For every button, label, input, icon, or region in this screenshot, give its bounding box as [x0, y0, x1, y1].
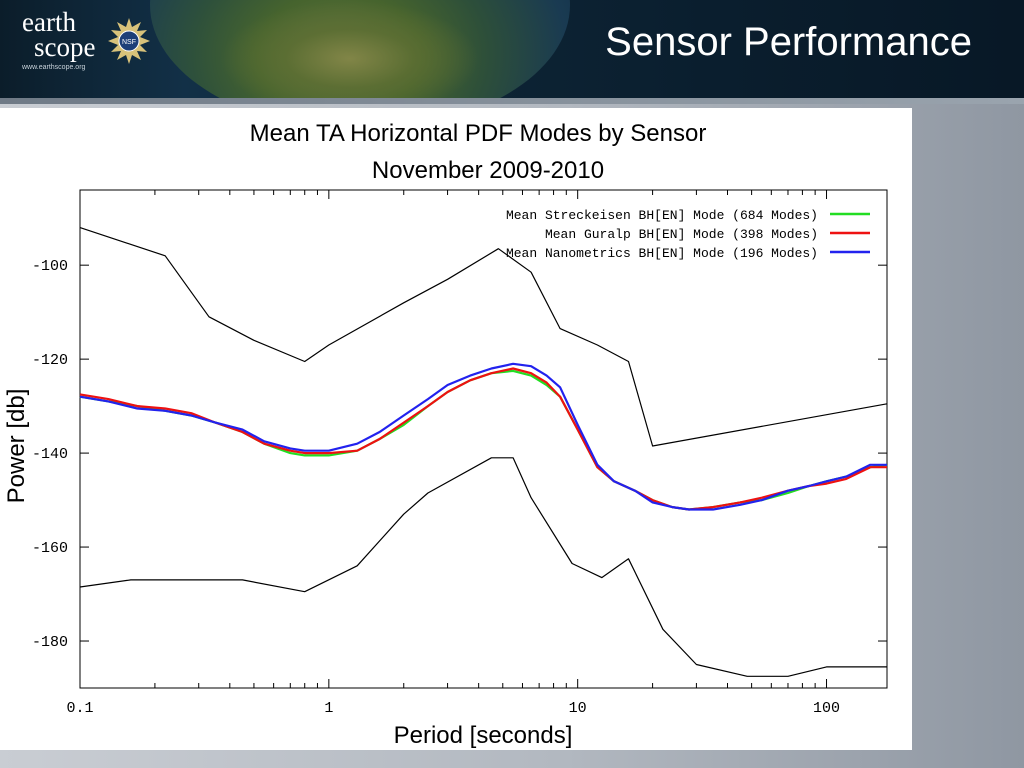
x-axis-label: Period [seconds]: [394, 722, 573, 749]
legend: Mean Streckeisen BH[EN] Mode (684 Modes)…: [506, 208, 870, 261]
series-lines: [79, 227, 888, 677]
y-tick-label: -140: [32, 446, 68, 463]
legend-nanometrics-label: Mean Nanometrics BH[EN] Mode (196 Modes): [506, 246, 818, 261]
map-overlay: [220, 0, 480, 98]
streckeisen-line: [79, 369, 888, 511]
upper-bound-line: [79, 227, 888, 447]
y-tick-label: -100: [32, 258, 68, 275]
nsf-label: NSF: [122, 39, 136, 46]
chart-subtitle: November 2009-2010: [372, 157, 604, 184]
chart-title: Mean TA Horizontal PDF Modes by Sensor: [250, 120, 707, 147]
logo-line2: scope: [34, 32, 96, 62]
y-tick-label: -120: [32, 352, 68, 369]
legend-streckeisen-label: Mean Streckeisen BH[EN] Mode (684 Modes): [506, 208, 818, 223]
nsf-seal-icon: NSF: [108, 18, 150, 64]
x-tick-label: 0.1: [66, 700, 93, 717]
earthscope-logo: earth scope: [22, 7, 96, 62]
logo-url: www.earthscope.org: [22, 64, 86, 71]
y-tick-label: -180: [32, 634, 68, 651]
page-title: Sensor Performance: [605, 20, 972, 64]
legend-guralp-label: Mean Guralp BH[EN] Mode (398 Modes): [545, 227, 818, 242]
logo-line1: earth: [22, 7, 76, 37]
guralp-line: [79, 367, 887, 511]
nanometrics-line: [79, 362, 887, 511]
plot-frame: [79, 189, 888, 689]
y-tick-label: -160: [32, 540, 68, 557]
chart-figure: Mean TA Horizontal PDF Modes by Sensor N…: [0, 108, 912, 750]
header-divider: [0, 98, 1024, 104]
pdf-modes-chart: Mean TA Horizontal PDF Modes by Sensor N…: [3, 120, 888, 749]
slide-header: earth scope www.earthscope.org NSF Senso…: [0, 0, 1024, 98]
x-tick-label: 1: [324, 700, 333, 717]
x-tick-label: 10: [569, 700, 587, 717]
y-axis-label: Power [db]: [3, 389, 30, 504]
x-tick-label: 100: [813, 700, 840, 717]
lower-bound-line: [79, 457, 887, 677]
axis-ticks: 0.1 1 10 100 -100 -120 -140 -160 -180: [32, 190, 887, 717]
